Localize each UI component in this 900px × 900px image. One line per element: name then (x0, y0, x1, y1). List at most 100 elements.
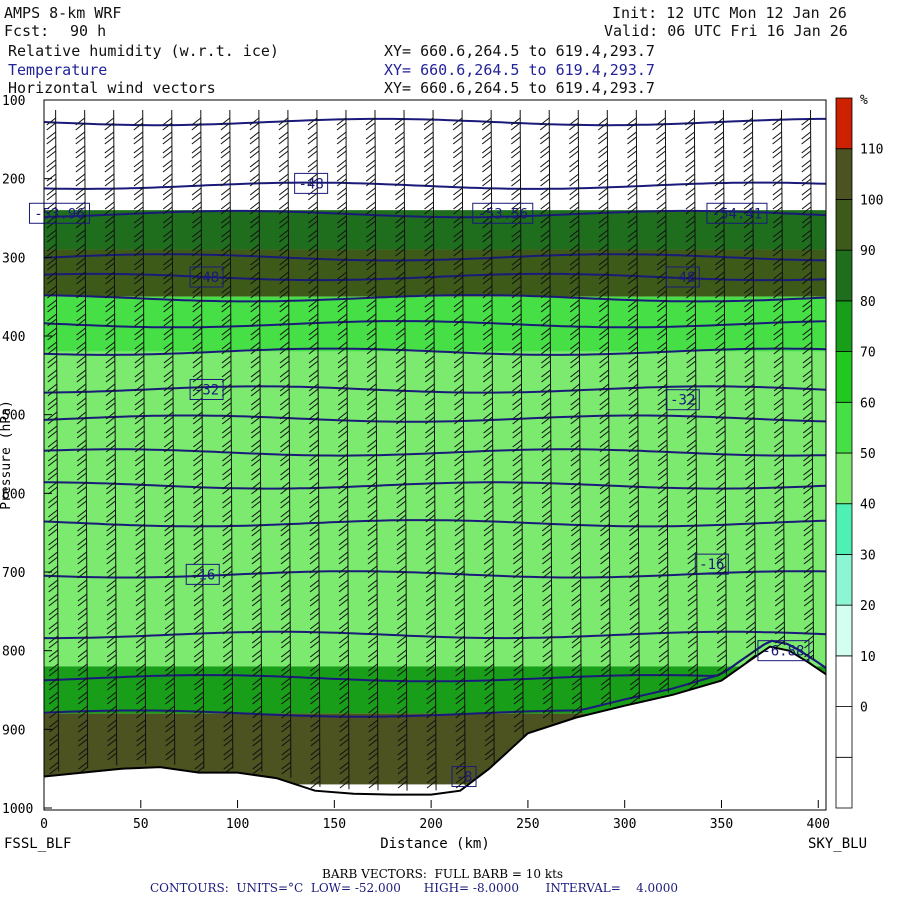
colorbar-level-11: 110 (860, 143, 883, 158)
contour-label-7: -32 (670, 393, 695, 409)
colorbar-swatch-6 (835, 452, 853, 505)
wind-barb-flags-20 (626, 117, 640, 705)
wind-barb-staff-16 (519, 109, 524, 737)
wind-barb-staff-26 (810, 109, 815, 660)
wind-barb-staff-5 (200, 109, 205, 769)
x-tick-label-7: 350 (710, 817, 733, 832)
isotherm-2 (44, 209, 826, 219)
y-tick-label-1: 200 (2, 173, 25, 188)
colorbar-swatch-13 (835, 97, 853, 150)
field-name-temperature: Temperature (8, 61, 108, 79)
wind-barb-flags-7 (249, 117, 263, 775)
wind-barb-flags-8 (278, 117, 292, 775)
y-tick-label-8: 900 (2, 723, 25, 738)
start-location-label: FSSL_BLF (4, 836, 71, 852)
x-tick-label-5: 250 (516, 817, 539, 832)
wind-barb-flags-9 (307, 117, 321, 789)
terrain-fill (44, 646, 826, 808)
wind-barb-flags-17 (539, 117, 553, 719)
init-time: Init: 12 UTC Mon 12 Jan 26 (612, 4, 847, 22)
fcst-label: Fcst: (4, 22, 50, 40)
contour-label-box-5 (665, 266, 700, 288)
wind-barb-staff-3 (142, 109, 147, 764)
wind-barb-flags-21 (656, 117, 669, 691)
colorbar-level-2: 20 (860, 599, 876, 614)
x-tick-label-2: 100 (226, 817, 249, 832)
colorbar-level-8: 80 (860, 295, 876, 310)
colorbar-level-3: 30 (860, 548, 876, 563)
wind-barb-flags-5 (191, 117, 205, 775)
wind-barb-staff-10 (345, 109, 350, 790)
y-tick-label-6: 700 (2, 566, 25, 581)
wind-barb-staff-7 (258, 109, 263, 772)
contour-label-2: -54.41 (712, 206, 763, 222)
wind-barb-staff-25 (780, 109, 785, 646)
wind-barb-staff-11 (374, 109, 379, 791)
wind-barb-staff-23 (722, 109, 727, 676)
contour-label-box-9 (694, 553, 729, 575)
field-xy-temperature: XY= 660.6,264.5 to 619.4,293.7 (384, 61, 655, 79)
contour-label-8: -16 (190, 567, 215, 583)
wind-barb-flags-22 (685, 117, 698, 691)
x-tick-label-3: 150 (323, 817, 346, 832)
wind-barb-staff-24 (751, 109, 756, 655)
contour-label-box-1 (472, 202, 534, 224)
colorbar-level-10: 100 (860, 193, 883, 208)
y-tick-label-0: 100 (2, 94, 25, 109)
contour-label-box-11 (757, 640, 810, 662)
contour-label-0: -48 (298, 176, 323, 192)
wind-barb-staff-14 (461, 109, 466, 786)
wind-barb-flags-25 (772, 117, 785, 649)
wind-barb-flags-2 (104, 117, 117, 761)
contour-label-3: -53.96 (34, 206, 85, 222)
y-tick-label-7: 800 (2, 645, 25, 660)
wind-barb-layer (46, 109, 815, 791)
wind-barb-staff-6 (229, 109, 234, 769)
wind-barb-staff-4 (171, 109, 176, 765)
field-name-wind: Horizontal wind vectors (8, 79, 216, 97)
y-tick-label-5: 600 (2, 487, 25, 502)
wind-barb-staff-0 (55, 109, 60, 772)
wind-barb-flags-1 (75, 117, 88, 775)
contour-label-box-7 (665, 389, 700, 411)
contour-label-1: -53.56 (477, 206, 528, 222)
wind-barb-flags-13 (423, 117, 437, 789)
contour-label-box-2 (706, 202, 768, 224)
contour-label-box-6 (189, 378, 224, 400)
plot-frame (43, 99, 827, 811)
isotherm-1 (44, 181, 826, 190)
terrain-outline (44, 645, 826, 796)
wind-barb-flags-15 (481, 117, 495, 761)
wind-barb-staff-1 (84, 109, 89, 769)
wind-barb-flags-19 (597, 117, 611, 705)
colorbar-swatch-9 (835, 300, 853, 352)
y-axis-label: Pressure (hPa) (0, 400, 14, 510)
colorbar-level-5: 50 (860, 447, 876, 462)
wind-barb-staff-22 (693, 109, 698, 685)
wind-barb-staff-13 (432, 109, 437, 791)
contour-label-6: -32 (194, 382, 219, 398)
contour-label-layer: -48 -53.56 -54.41 -53.96 -48 -48 -32 -32 -16 -16 -… (28, 172, 810, 788)
wind-barb-flags-10 (336, 117, 350, 789)
colorbar-level-9: 90 (860, 244, 876, 259)
footer-barb-note: BARB VECTORS: FULL BARB = 10 kts (322, 867, 564, 881)
colorbar-swatch-5 (835, 503, 853, 555)
wind-barb-flags-23 (714, 117, 727, 677)
axes-layer: 0 50 100 150 200 250 300 350 400 100 200 300 400 500 6… (0, 94, 830, 832)
contour-label-5: -48 (670, 270, 695, 286)
colorbar-swatch-10 (835, 249, 853, 302)
wind-barb-flags-18 (568, 117, 582, 719)
colorbar-swatch-3 (835, 604, 853, 657)
colorbar-swatch-4 (835, 554, 853, 606)
wind-barb-flags-11 (365, 117, 379, 789)
end-location-label: SKY_BLU (808, 836, 867, 852)
x-tick-label-6: 300 (613, 817, 636, 832)
contour-label-box-4 (189, 266, 224, 288)
y-tick-label-9: 1000 (2, 802, 33, 817)
wind-barb-flags-6 (220, 117, 234, 775)
contour-label-box-8 (185, 563, 220, 585)
model-title: AMPS 8-km WRF (4, 4, 122, 22)
x-tick-label-8: 400 (807, 817, 830, 832)
field-xy-wind: XY= 660.6,264.5 to 619.4,293.7 (384, 79, 655, 97)
